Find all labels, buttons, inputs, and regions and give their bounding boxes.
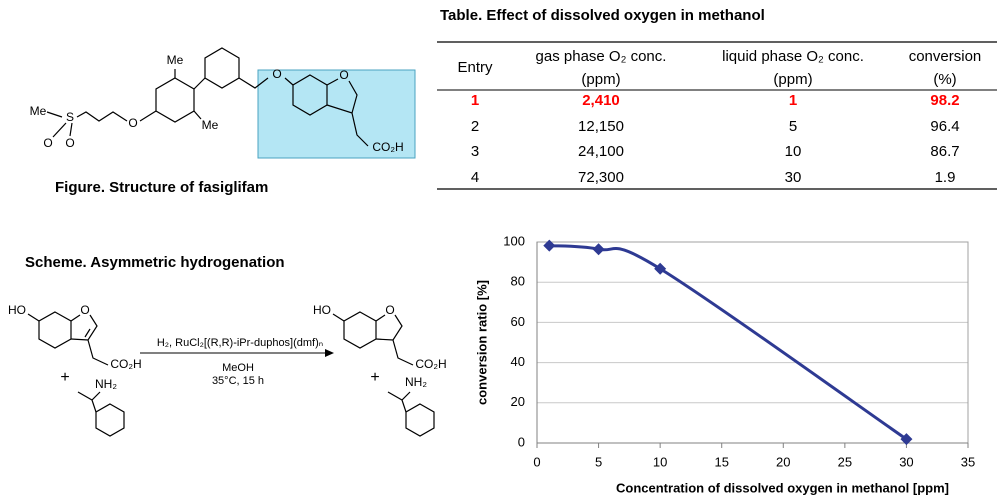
reaction-arrow: H₂, RuCl₂[(R,R)-iPr-duphos](dmf)ₙ MeOH 3…: [140, 337, 334, 387]
table-header: Entry: [457, 59, 493, 76]
y-tick-label: 0: [518, 434, 525, 449]
x-tick-label: 0: [533, 454, 540, 469]
y-tick-label: 20: [511, 394, 525, 409]
ring: [343, 311, 377, 349]
atom-label: O: [339, 68, 348, 82]
x-tick-label: 30: [899, 454, 913, 469]
data-line: [549, 244, 908, 441]
figure-caption: Figure. Structure of fasiglifam: [55, 179, 268, 196]
atom-label: O: [65, 136, 74, 150]
data-point: [900, 433, 913, 446]
table-cell: 1: [789, 92, 797, 109]
table-cell: 86.7: [930, 143, 959, 160]
atom-label: NH₂: [405, 375, 427, 389]
table-cell: 12,150: [578, 118, 624, 135]
table-cell: 30: [785, 169, 802, 186]
table-header: (ppm): [581, 71, 620, 88]
scheme-title: Scheme. Asymmetric hydrogenation: [25, 254, 285, 271]
atom-label: NH₂: [95, 377, 117, 391]
data-point: [543, 239, 556, 252]
highlight-box: [257, 69, 416, 159]
atom-label: CO₂H: [372, 140, 403, 154]
x-tick-label: 35: [961, 454, 975, 469]
reagent-text: H₂, RuCl₂[(R,R)-iPr-duphos](dmf)ₙ: [157, 337, 323, 349]
atom-label: HO: [8, 303, 26, 317]
atom-label: O: [272, 67, 281, 81]
table-cell: 10: [785, 143, 802, 160]
atom-label: Me: [167, 53, 184, 67]
x-tick-label: 5: [595, 454, 602, 469]
reagent-text: MeOH: [222, 362, 254, 374]
y-tick-label: 60: [511, 314, 525, 329]
x-tick-label: 10: [653, 454, 667, 469]
atom-label: S: [66, 110, 74, 124]
table-cell: 3: [471, 143, 479, 160]
bonds: [46, 69, 369, 147]
table-title: Table. Effect of dissolved oxygen in met…: [440, 7, 765, 24]
atom-label: Me: [30, 104, 47, 118]
table-cell: 98.2: [930, 92, 959, 109]
atom-label: Me: [202, 118, 219, 132]
data-point: [592, 243, 605, 256]
table-cell: 96.4: [930, 118, 959, 135]
table-header: gas phase O₂ conc.: [536, 48, 667, 65]
atom-label: CO₂H: [110, 357, 141, 371]
ring: [204, 47, 240, 89]
data-point: [654, 262, 667, 275]
y-axis-label: conversion ratio [%]: [474, 280, 489, 405]
table-header: (ppm): [773, 71, 812, 88]
x-axis-label: Concentration of dissolved oxygen in met…: [616, 480, 949, 495]
table: Entry gas phase O₂ conc. (ppm) liquid phase…: [437, 41, 997, 190]
table-cell: 1.9: [935, 169, 956, 186]
atom-label: CO₂H: [415, 357, 446, 371]
y-tick-label: 40: [511, 354, 525, 369]
ring: [405, 403, 435, 437]
ring: [155, 77, 195, 123]
bonds: [332, 313, 414, 413]
table-cell: 2,410: [582, 92, 620, 109]
table-header: liquid phase O₂ conc.: [722, 48, 864, 65]
ring: [38, 311, 72, 349]
plus-sign: +: [60, 369, 69, 386]
table-cell: 24,100: [578, 143, 624, 160]
product-structure: HO O CO₂H + NH₂: [313, 303, 447, 437]
fasiglifam-structure: Me S O O O Me Me O O CO₂H: [30, 47, 416, 159]
y-tick-label: 100: [503, 233, 525, 248]
plot-frame: [536, 241, 969, 444]
atom-label: HO: [313, 303, 331, 317]
bonds: [27, 313, 109, 413]
plus-sign: +: [370, 369, 379, 386]
table-header: conversion: [909, 48, 982, 65]
table-header: (%): [933, 71, 956, 88]
table-cell: 1: [471, 92, 479, 109]
table-cell: 72,300: [578, 169, 624, 186]
atom-label: O: [128, 116, 137, 130]
chart: 0 20 40 60 80 100 0 5 10 15 20 25 30 35 Concentration …: [474, 233, 975, 495]
table-cell: 4: [471, 169, 479, 186]
atom-label: O: [43, 136, 52, 150]
reactant-structure: HO O CO₂H + NH₂: [8, 303, 142, 437]
table-cell: 2: [471, 118, 479, 135]
x-tick-label: 20: [776, 454, 790, 469]
y-tick-label: 80: [511, 274, 525, 289]
table-cell: 5: [789, 118, 797, 135]
ring: [95, 403, 125, 437]
x-tick-label: 15: [714, 454, 728, 469]
reagent-text: 35°C, 15 h: [212, 375, 264, 387]
atom-label: O: [80, 303, 89, 317]
atom-label: O: [385, 303, 394, 317]
x-tick-label: 25: [838, 454, 852, 469]
